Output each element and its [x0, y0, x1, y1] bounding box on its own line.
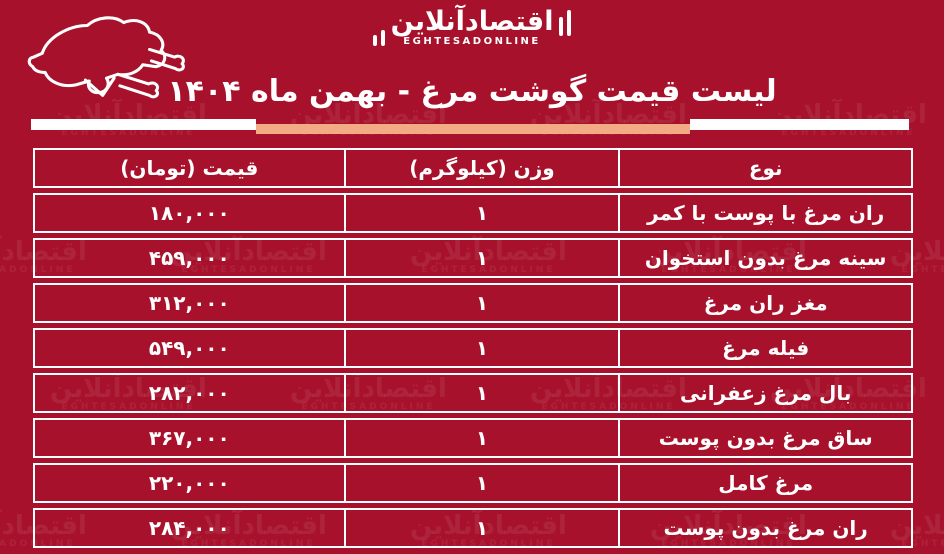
weight-cell: ۱ — [346, 330, 621, 366]
price-cell: ۲۲۰,۰۰۰ — [35, 465, 346, 501]
type-cell: ساق مرغ بدون پوست — [658, 426, 873, 450]
table-row: مغز ران مرغ ۱ ۳۱۲,۰۰۰ — [33, 283, 913, 323]
weight-cell: ۱ — [346, 285, 621, 321]
chicken-illustration — [27, 16, 185, 99]
weight-cell: ۱ — [346, 240, 621, 276]
divider-segment-white-left — [31, 119, 256, 130]
weight-cell: ۱ — [346, 510, 621, 546]
header-weight: وزن (کیلوگرم) — [346, 150, 621, 186]
price-table: نوع وزن (کیلوگرم) قیمت (تومان) ران مرغ ب… — [33, 148, 913, 548]
table-row: مرغ کامل ۱ ۲۲۰,۰۰۰ — [33, 463, 913, 503]
type-cell: ران مرغ بدون پوست — [663, 516, 868, 540]
price-cell: ۱۸۰,۰۰۰ — [35, 195, 346, 231]
table-row: فیله مرغ ۱ ۵۴۹,۰۰۰ — [33, 328, 913, 368]
price-cell: ۵۴۹,۰۰۰ — [35, 330, 346, 366]
type-cell: بال مرغ زعفرانی — [679, 381, 852, 405]
type-cell: سینه مرغ بدون استخوان — [644, 246, 887, 270]
price-cell: ۴۵۹,۰۰۰ — [35, 240, 346, 276]
type-cell: فیله مرغ — [722, 336, 810, 360]
price-cell: ۲۸۴,۰۰۰ — [35, 510, 346, 546]
logo-bars-low-icon — [372, 30, 385, 46]
table-row: ران مرغ با پوست با کمر ۱ ۱۸۰,۰۰۰ — [33, 193, 913, 233]
divider-segment-peach — [256, 124, 690, 134]
price-cell: ۳۶۷,۰۰۰ — [35, 420, 346, 456]
table-row: سینه مرغ بدون استخوان ۱ ۴۵۹,۰۰۰ — [33, 238, 913, 278]
brand-logo: اقتصادآنلاین EGHTESADONLINE — [0, 8, 944, 47]
weight-cell: ۱ — [346, 420, 621, 456]
weight-cell: ۱ — [346, 465, 621, 501]
brand-name-fa: اقتصادآنلاین — [390, 6, 554, 37]
divider-bar — [31, 119, 909, 135]
weight-cell: ۱ — [346, 195, 621, 231]
header-type: نوع — [748, 156, 783, 180]
page-title: لیست قیمت گوشت مرغ - بهمن ماه ۱۴۰۴ — [167, 74, 777, 109]
type-cell: ران مرغ با پوست با کمر — [647, 201, 885, 225]
weight-cell: ۱ — [346, 375, 621, 411]
table-row: ران مرغ بدون پوست ۱ ۲۸۴,۰۰۰ — [33, 508, 913, 548]
type-cell: مغز ران مرغ — [703, 291, 828, 315]
header-price: قیمت (تومان) — [35, 150, 346, 186]
table-row: بال مرغ زعفرانی ۱ ۲۸۲,۰۰۰ — [33, 373, 913, 413]
divider-segment-white-right — [690, 119, 909, 130]
type-cell: مرغ کامل — [718, 471, 814, 495]
price-cell: ۳۱۲,۰۰۰ — [35, 285, 346, 321]
table-row: ساق مرغ بدون پوست ۱ ۳۶۷,۰۰۰ — [33, 418, 913, 458]
brand-name-en: EGHTESADONLINE — [403, 36, 541, 47]
price-cell: ۲۸۲,۰۰۰ — [35, 375, 346, 411]
logo-bars-icon — [559, 8, 572, 36]
table-header-row: نوع وزن (کیلوگرم) قیمت (تومان) — [33, 148, 913, 188]
